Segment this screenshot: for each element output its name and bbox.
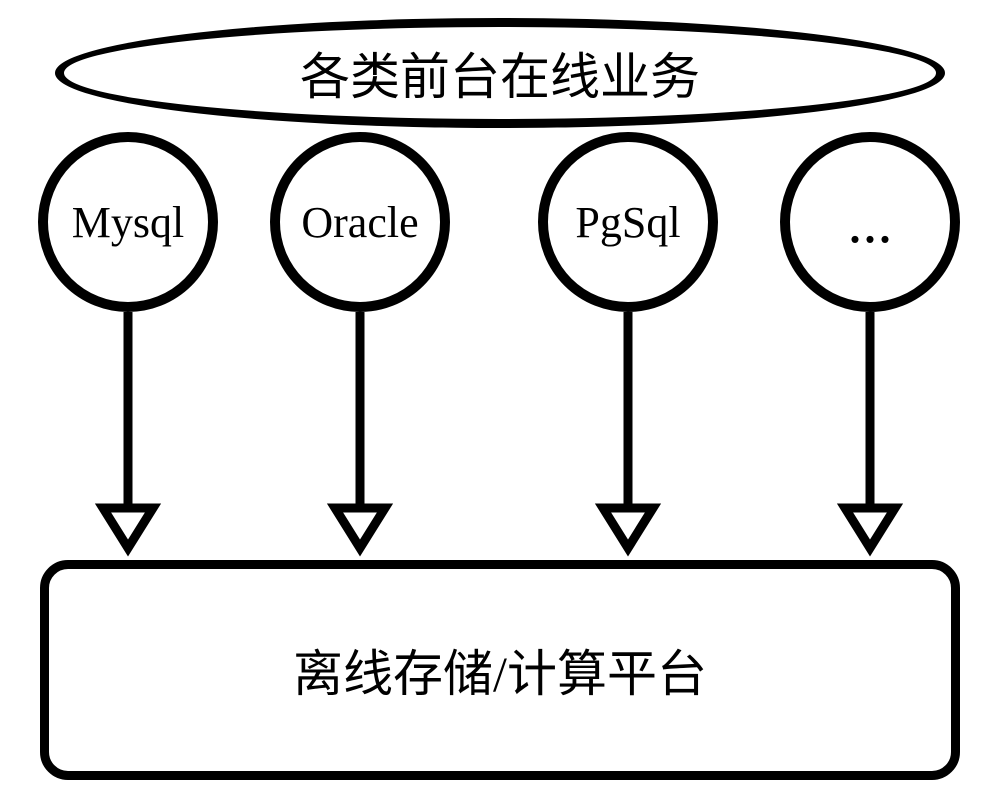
- diagram-canvas: 各类前台在线业务 Mysql Oracle PgSql ... 离线存储/计算平…: [0, 0, 1000, 799]
- db-label-mysql: Mysql: [72, 197, 184, 248]
- offline-platform-label: 离线存储/计算平台: [293, 634, 707, 706]
- db-label-more: ...: [848, 188, 893, 257]
- top-business-label: 各类前台在线业务: [300, 37, 700, 109]
- offline-platform-node: 离线存储/计算平台: [40, 560, 960, 780]
- db-label-oracle: Oracle: [301, 197, 418, 248]
- db-label-pgsql: PgSql: [575, 197, 680, 248]
- db-node-more: ...: [780, 132, 960, 312]
- db-node-oracle: Oracle: [270, 132, 450, 312]
- db-node-mysql: Mysql: [38, 132, 218, 312]
- top-business-node: 各类前台在线业务: [55, 18, 945, 128]
- db-node-pgsql: PgSql: [538, 132, 718, 312]
